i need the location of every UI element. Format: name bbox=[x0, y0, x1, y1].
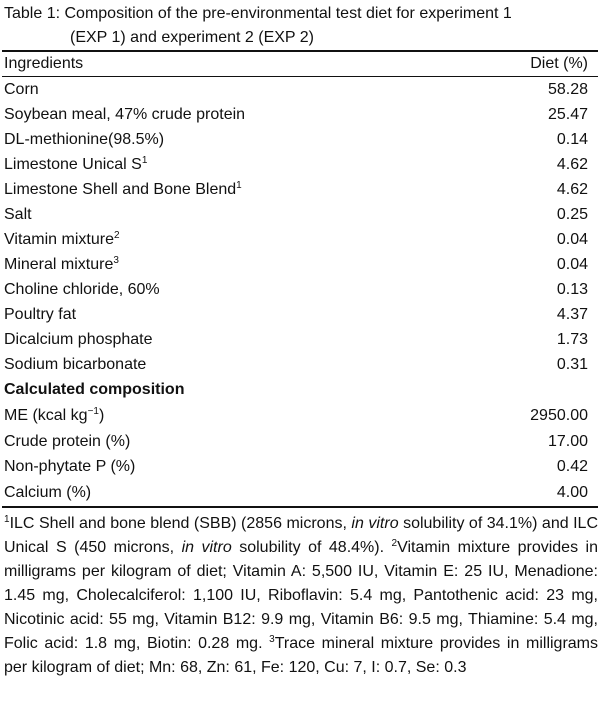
footnote-text: solubility of 48.4%). bbox=[231, 539, 392, 556]
ingredient-name: Salt bbox=[4, 206, 32, 223]
footnote-text: solubility of 34.1%) and ILC Unical S (4… bbox=[4, 515, 599, 556]
header-diet: Diet (%) bbox=[530, 55, 588, 72]
caption-line-2: (EXP 1) and experiment 2 (EXP 2) bbox=[70, 29, 314, 46]
caption-line-1: Table 1: Composition of the pre-environm… bbox=[4, 5, 512, 22]
ingredient-name: Choline chloride, 60% bbox=[4, 281, 160, 298]
table-row: Soybean meal, 47% crude protein 25.47 bbox=[4, 102, 588, 127]
footnote-italic: in vitro bbox=[181, 539, 232, 556]
table-row: Crude protein (%) 17.00 bbox=[4, 429, 588, 454]
ingredient-name: Mineral mixture bbox=[4, 256, 114, 273]
table-row: ME (kcal kg−1) 2950.00 bbox=[4, 403, 588, 428]
table-footnote: 1ILC Shell and bone blend (SBB) (2856 mi… bbox=[4, 512, 598, 680]
footnote-italic: in vitro bbox=[351, 515, 399, 532]
ingredient-value: 4.62 bbox=[556, 181, 588, 198]
ingredient-value: 0.04 bbox=[556, 231, 588, 248]
ingredient-value: 0.14 bbox=[556, 131, 588, 148]
composition-name-wrap: ME (kcal kg−1) bbox=[4, 403, 104, 428]
table-row: Vitamin mixture2 0.04 bbox=[4, 227, 588, 252]
table-row: Mineral mixture3 0.04 bbox=[4, 252, 588, 277]
ingredient-value: 4.62 bbox=[556, 156, 588, 173]
footnote-text: Vitamin mixture provides in milligrams p… bbox=[4, 539, 599, 652]
composition-name: ME (kcal kg bbox=[4, 407, 88, 424]
ingredient-name: Corn bbox=[4, 81, 39, 98]
bottom-rule bbox=[2, 506, 598, 508]
footnote-marker: 1 bbox=[4, 514, 10, 525]
footnote-marker: 2 bbox=[391, 538, 398, 549]
footnote-marker: 3 bbox=[269, 634, 275, 645]
ingredient-name: Poultry fat bbox=[4, 306, 77, 323]
ingredient-name-wrap: Limestone Unical S1 bbox=[4, 152, 147, 177]
ingredient-name-wrap: Limestone Shell and Bone Blend1 bbox=[4, 177, 242, 202]
ingredient-name: DL-methionine(98.5%) bbox=[4, 131, 165, 148]
composition-value: 17.00 bbox=[547, 433, 588, 450]
ingredient-value: 1.73 bbox=[556, 331, 588, 348]
table-row: Dicalcium phosphate 1.73 bbox=[4, 327, 588, 352]
footnote-text: Trace mineral mixture provides in millig… bbox=[4, 635, 599, 676]
composition-name: Crude protein (%) bbox=[4, 433, 131, 450]
header-row: Ingredients Diet (%) bbox=[4, 51, 588, 76]
table-row: Limestone Shell and Bone Blend1 4.62 bbox=[4, 177, 588, 202]
composition-name-suffix: ) bbox=[98, 407, 105, 424]
ingredient-value: 0.31 bbox=[556, 356, 588, 373]
ingredient-name: Soybean meal, 47% crude protein bbox=[4, 106, 246, 123]
ingredient-value: 0.25 bbox=[556, 206, 588, 223]
footnote-text: ILC Shell and bone blend (SBB) (2856 mic… bbox=[9, 515, 352, 532]
ingredient-value: 58.28 bbox=[547, 81, 588, 98]
ingredient-name: Vitamin mixture bbox=[4, 231, 114, 248]
table-row: Non-phytate P (%) 0.42 bbox=[4, 454, 588, 479]
table-row: Sodium bicarbonate 0.31 bbox=[4, 352, 588, 377]
footnote-marker: 2 bbox=[113, 230, 120, 241]
footnote-marker: 1 bbox=[141, 155, 148, 166]
top-rule bbox=[2, 50, 598, 52]
ingredient-name-wrap: Mineral mixture3 bbox=[4, 252, 119, 277]
ingredient-value: 0.13 bbox=[556, 281, 588, 298]
table-caption: Table 1: Composition of the pre-environm… bbox=[4, 2, 596, 50]
table-row: DL-methionine(98.5%) 0.14 bbox=[4, 127, 588, 152]
ingredient-name: Limestone Unical S bbox=[4, 156, 142, 173]
composition-value: 2950.00 bbox=[530, 407, 588, 424]
ingredient-value: 0.04 bbox=[556, 256, 588, 273]
exponent: −1 bbox=[87, 406, 99, 417]
table-row: Limestone Unical S1 4.62 bbox=[4, 152, 588, 177]
table-row: Choline chloride, 60% 0.13 bbox=[4, 277, 588, 302]
ingredient-value: 25.47 bbox=[547, 106, 588, 123]
header-ingredients: Ingredients bbox=[4, 55, 84, 72]
table-row: Corn 58.28 bbox=[4, 77, 588, 102]
table-row: Salt 0.25 bbox=[4, 202, 588, 227]
ingredient-name-wrap: Vitamin mixture2 bbox=[4, 227, 120, 252]
composition-name: Calcium (%) bbox=[4, 484, 92, 501]
ingredient-value: 4.37 bbox=[556, 306, 588, 323]
footnote-marker: 1 bbox=[236, 180, 242, 191]
header-rule bbox=[2, 76, 598, 77]
ingredient-name: Dicalcium phosphate bbox=[4, 331, 153, 348]
composition-value: 0.42 bbox=[556, 458, 588, 475]
section-header-row: Calculated composition bbox=[4, 377, 588, 402]
table-row: Calcium (%) 4.00 bbox=[4, 480, 588, 505]
ingredient-name: Limestone Shell and Bone Blend bbox=[4, 181, 237, 198]
composition-value: 4.00 bbox=[556, 484, 588, 501]
ingredient-name: Sodium bicarbonate bbox=[4, 356, 147, 373]
composition-name: Non-phytate P (%) bbox=[4, 458, 136, 475]
section-title: Calculated composition bbox=[4, 381, 185, 398]
footnote-marker: 3 bbox=[113, 255, 119, 266]
table-row: Poultry fat 4.37 bbox=[4, 302, 588, 327]
